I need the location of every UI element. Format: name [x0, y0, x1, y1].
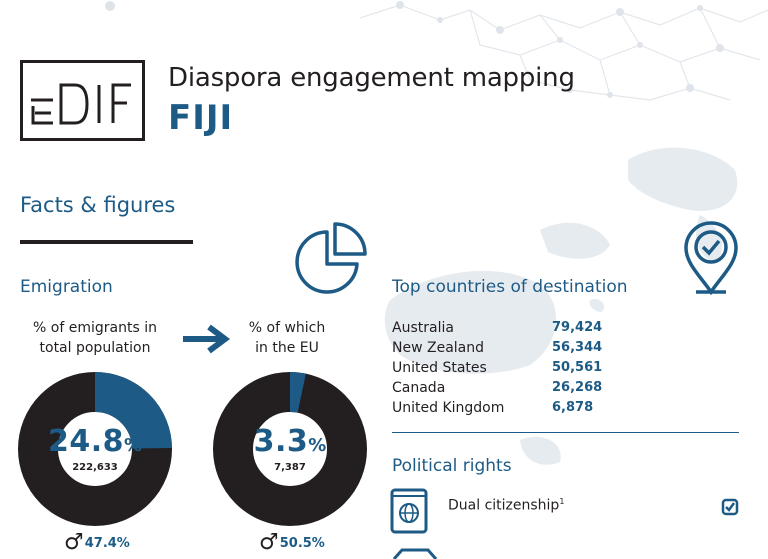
document-title: Diaspora engagement mapping — [168, 63, 575, 93]
emigrants-caption: % of emigrants in total population — [20, 318, 170, 358]
eu-donut: 3.3% 7,387 — [213, 372, 367, 526]
emigrants-count: 222,633 — [72, 462, 118, 473]
male-icon: ♂ — [64, 530, 84, 555]
eu-count: 7,387 — [274, 462, 306, 473]
destination-value: 50,561 — [552, 360, 603, 375]
emigrants-male-pct: 47.4% — [84, 536, 130, 551]
eu-percent-unit: % — [308, 435, 327, 456]
emigration-heading: Emigration — [20, 277, 113, 297]
eu-male-pct: 50.5% — [279, 536, 325, 551]
destination-country: New Zealand — [392, 340, 484, 356]
eu-caption: % of which in the EU — [222, 318, 352, 358]
male-icon: ♂ — [259, 530, 279, 555]
destination-country: United Kingdom — [392, 400, 505, 416]
destinations-table: Australia 79,424 New Zealand 56,344 United… — [392, 318, 602, 418]
table-row: Australia 79,424 — [392, 318, 602, 338]
political-rights-heading: Political rights — [392, 456, 512, 476]
footnote-marker: 1 — [559, 497, 565, 506]
emigrants-percent-unit: % — [123, 435, 143, 456]
destination-country: United States — [392, 360, 487, 376]
eu-value-group: 3.3% — [213, 424, 367, 459]
location-check-icon — [684, 221, 738, 296]
eudif-logo-mark — [31, 83, 131, 125]
dual-citizenship-text: Dual citizenship — [448, 497, 560, 514]
table-row: New Zealand 56,344 — [392, 338, 602, 358]
dual-citizenship-label: Dual citizenship1 — [448, 497, 564, 514]
country-name: FIJI — [168, 98, 234, 138]
eu-percent: 3.3 — [253, 424, 309, 459]
passport-icon — [390, 488, 428, 534]
table-row: United Kingdom 6,878 — [392, 398, 602, 418]
emigrants-percent: 24.8 — [47, 424, 124, 459]
emigrants-caption-line1: % of emigrants in — [33, 320, 157, 336]
checkbox-checked-icon — [721, 498, 739, 516]
eu-share-arc — [289, 372, 306, 413]
emigrants-value-group: 24.8% — [18, 424, 172, 459]
destination-value: 26,268 — [552, 380, 603, 395]
emigrants-caption-line2: total population — [39, 340, 151, 356]
destination-value: 6,878 — [552, 400, 594, 415]
network-pattern — [359, 4, 768, 101]
facts-heading: Facts & figures — [20, 193, 176, 217]
ballot-icon — [392, 548, 438, 559]
destination-country: Australia — [392, 320, 454, 336]
destination-country: Canada — [392, 380, 446, 396]
table-row: Canada 26,268 — [392, 378, 602, 398]
eu-caption-line2: in the EU — [255, 340, 319, 356]
eu-male-share: ♂50.5% — [259, 530, 325, 555]
arrow-right-icon — [183, 324, 230, 354]
destination-value: 56,344 — [552, 340, 603, 355]
eudif-logo — [20, 60, 145, 141]
eu-caption-line1: % of which — [248, 320, 326, 336]
heading-underline — [20, 240, 193, 244]
section-divider — [392, 432, 739, 433]
emigrants-male-share: ♂47.4% — [64, 530, 130, 555]
destination-value: 79,424 — [552, 320, 603, 335]
emigrants-donut: 24.8% 222,633 — [18, 372, 172, 526]
fiji-map — [384, 147, 738, 465]
emigrants-share-arc — [94, 372, 172, 450]
top-destinations-heading: Top countries of destination — [392, 277, 628, 297]
emigrants-donut-chart — [18, 372, 172, 526]
table-row: United States 50,561 — [392, 358, 602, 378]
pie-chart-icon — [295, 222, 367, 294]
eu-donut-chart — [213, 372, 367, 526]
